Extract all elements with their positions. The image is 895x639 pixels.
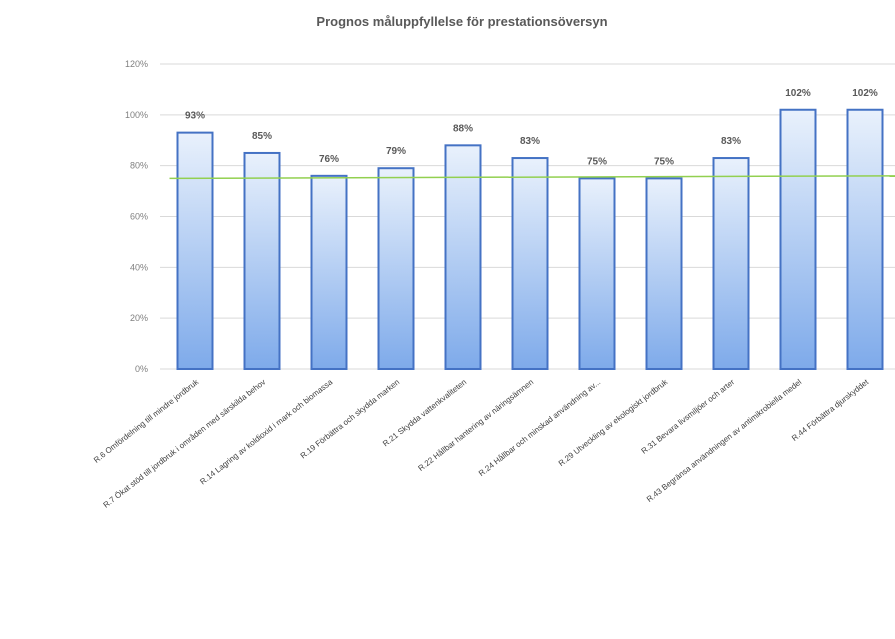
y-tick-label: 80% [130, 161, 148, 171]
data-label: 75% [654, 156, 674, 167]
data-label: 83% [721, 136, 741, 147]
target-line [169, 175, 895, 180]
data-label: 102% [785, 88, 811, 99]
category-label: R.24 Hållbar och minskad användning av..… [477, 377, 602, 478]
data-label: 85% [252, 131, 272, 142]
bars [176, 108, 884, 370]
bar [377, 167, 415, 370]
y-tick-label: 100% [125, 110, 148, 120]
category-label: R.6 Omfördelning till mindre jordbruk [92, 377, 201, 465]
category-label: R.44 Förbättra djurskyddet [790, 377, 871, 443]
data-label: 75% [587, 156, 607, 167]
bar [176, 131, 214, 370]
target-line-layer [169, 175, 895, 180]
bar [645, 177, 683, 370]
y-tick-label: 20% [130, 313, 148, 323]
y-tick-label: 120% [125, 59, 148, 69]
category-label: R.14 Lagring av koldioxid i mark och bio… [198, 377, 334, 486]
category-label: R.29 Utveckling av ekologiskt jordbruk [557, 377, 670, 468]
data-labels: 93% 85% 76% 79% 88% 83% 75% 75% 83% 102% 102% [185, 88, 878, 168]
y-tick-label: 40% [130, 262, 148, 272]
bar [779, 108, 817, 370]
data-label: 102% [852, 88, 878, 99]
category-label: R.43 Begränsa användningen av antimikrob… [645, 377, 804, 504]
bar [846, 108, 884, 370]
data-label: 76% [319, 154, 339, 165]
bar [511, 157, 549, 370]
bar [310, 174, 348, 370]
data-label: 88% [453, 123, 473, 134]
data-label: 93% [185, 111, 205, 122]
x-axis-category-labels: R.6 Omfördelning till mindre jordbrukR.7… [92, 377, 871, 510]
category-label: R.22 Hållbar hantering av näringsämnen [417, 377, 536, 473]
bar [444, 144, 482, 370]
y-tick-label: 0% [135, 364, 148, 374]
bar [243, 151, 281, 370]
chart-title: Prognos måluppfyllelse för prestationsöv… [316, 14, 607, 29]
y-axis-tick-labels: 0% 20% 40% 60% 80% 100% 120% [125, 59, 148, 374]
data-label: 83% [520, 136, 540, 147]
y-tick-label: 60% [130, 212, 148, 222]
bar [578, 177, 616, 370]
data-label: 79% [386, 146, 406, 157]
bar [712, 157, 750, 370]
category-label: R.7 Ökat stöd till jordbruk i områden me… [102, 377, 268, 509]
